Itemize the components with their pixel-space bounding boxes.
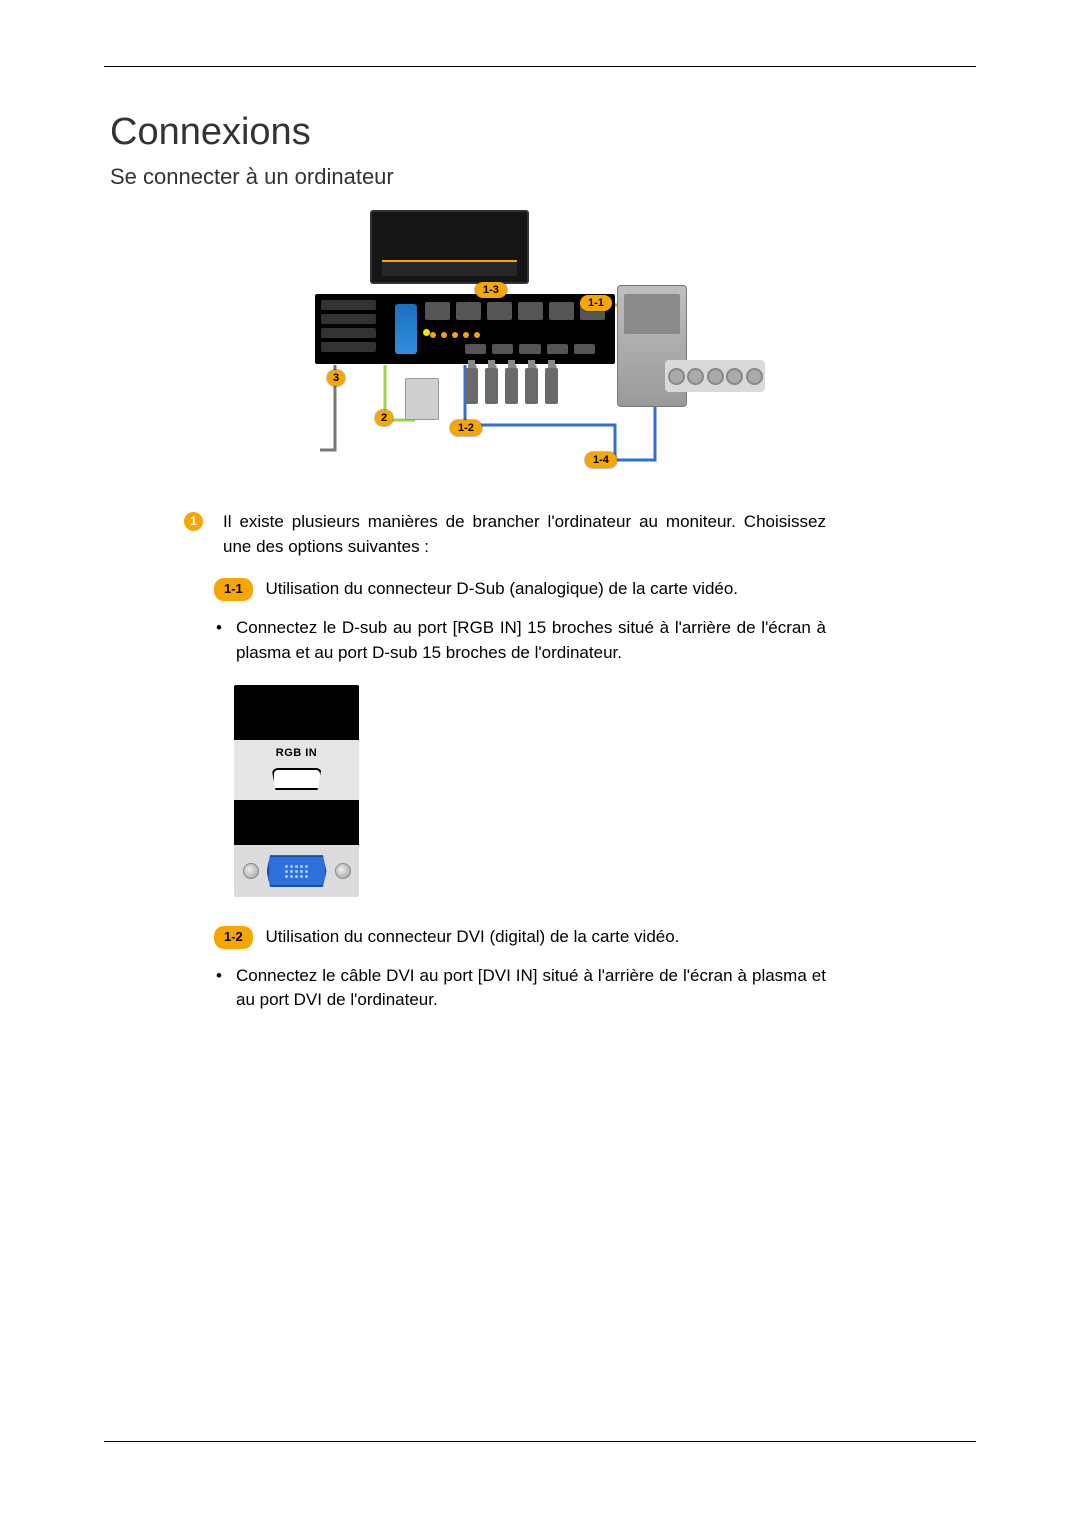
intro-text: Il existe plusieurs manières de brancher… xyxy=(223,510,826,559)
diagram-rear-panel xyxy=(315,294,615,364)
callout-1-1: 1-1 xyxy=(580,295,612,311)
step-1-1-bullet-1: Connectez le D-sub au port [RGB IN] 15 b… xyxy=(214,616,826,665)
bottom-rule xyxy=(104,1441,976,1442)
diagram-monitor xyxy=(370,210,529,284)
manual-page: Connexions Se connecter à un ordinateur xyxy=(0,0,1080,1527)
badge-1-2: 1-2 xyxy=(214,926,253,949)
callout-1-3: 1-3 xyxy=(475,282,507,298)
step-1-2-text: Utilisation du connecteur DVI (digital) … xyxy=(266,927,680,946)
vga-connector-icon xyxy=(267,855,327,887)
top-rule xyxy=(104,66,976,67)
page-subtitle: Se connecter à un ordinateur xyxy=(110,164,976,190)
step-1-2: 1-2 Utilisation du connecteur DVI (digit… xyxy=(214,925,826,950)
vga-screw-right-icon xyxy=(335,863,351,879)
intro-row: 1 Il existe plusieurs manières de branch… xyxy=(184,510,826,577)
rgb-in-label: RGB IN xyxy=(234,746,359,762)
badge-1-1: 1-1 xyxy=(214,578,253,601)
step-1-2-bullets: Connectez le câble DVI au port [DVI IN] … xyxy=(214,964,826,1013)
rgb-in-port-figure: RGB IN xyxy=(234,685,359,897)
step-1-2-bullet-1: Connectez le câble DVI au port [DVI IN] … xyxy=(214,964,826,1013)
step-1-1: 1-1 Utilisation du connecteur D-Sub (ana… xyxy=(214,577,826,602)
diagram-adapter-box xyxy=(405,378,439,420)
intro-badge: 1 xyxy=(184,512,203,531)
vga-screw-left-icon xyxy=(243,863,259,879)
body-block: 1 Il existe plusieurs manières de branch… xyxy=(184,510,826,1013)
callout-1-2: 1-2 xyxy=(450,420,482,436)
diagram-plugs xyxy=(465,368,558,404)
callout-1-4: 1-4 xyxy=(585,452,617,468)
diagram-audio-bar xyxy=(665,360,765,392)
step-1-1-bullets: Connectez le D-sub au port [RGB IN] 15 b… xyxy=(214,616,826,665)
callout-2: 2 xyxy=(375,410,393,426)
rgb-in-socket-icon xyxy=(272,768,322,790)
page-title: Connexions xyxy=(110,111,976,154)
callout-3: 3 xyxy=(327,370,345,386)
step-1-1-text: Utilisation du connecteur D-Sub (analogi… xyxy=(266,579,739,598)
connection-diagram: 1-3 1-1 3 2 1-2 1-4 xyxy=(315,210,765,480)
